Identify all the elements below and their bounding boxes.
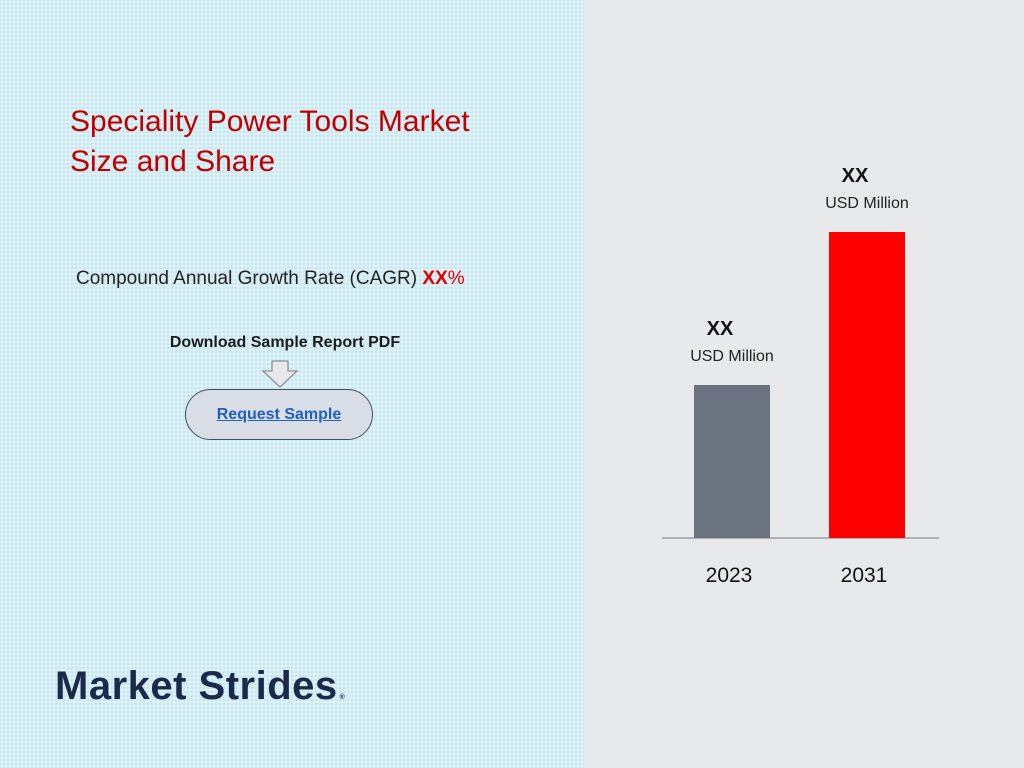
bar-unit-label-2031: USD Million bbox=[825, 195, 909, 212]
cagr-value: XX bbox=[422, 268, 448, 289]
cagr-suffix: % bbox=[447, 268, 465, 289]
bar-2031 bbox=[829, 232, 905, 538]
x-tick-label-2023: 2023 bbox=[706, 564, 753, 587]
bar-value-label-2023: XX bbox=[707, 318, 734, 340]
right-panel bbox=[584, 0, 1024, 768]
cagr-label: Compound Annual Growth Rate (CAGR) bbox=[76, 268, 418, 289]
x-tick-label-2031: 2031 bbox=[841, 564, 888, 587]
market-strides-logo: Market Strides ® bbox=[55, 664, 345, 709]
cagr-line: Compound Annual Growth Rate (CAGR) XX% bbox=[76, 268, 465, 290]
down-arrow-icon bbox=[261, 360, 299, 388]
bar-unit-label-2023: USD Million bbox=[690, 348, 774, 365]
request-sample-button[interactable]: Request Sample bbox=[185, 389, 373, 440]
download-label: Download Sample Report PDF bbox=[169, 334, 401, 351]
logo-text: Market Strides bbox=[55, 664, 338, 708]
left-panel bbox=[0, 0, 584, 768]
page-title: Speciality Power Tools Market Size and S… bbox=[70, 105, 470, 178]
bar-2023 bbox=[694, 385, 770, 538]
bar-value-label-2031: XX bbox=[842, 165, 869, 187]
logo-registered-mark: ® bbox=[339, 694, 346, 701]
request-sample-label[interactable]: Request Sample bbox=[216, 405, 342, 423]
